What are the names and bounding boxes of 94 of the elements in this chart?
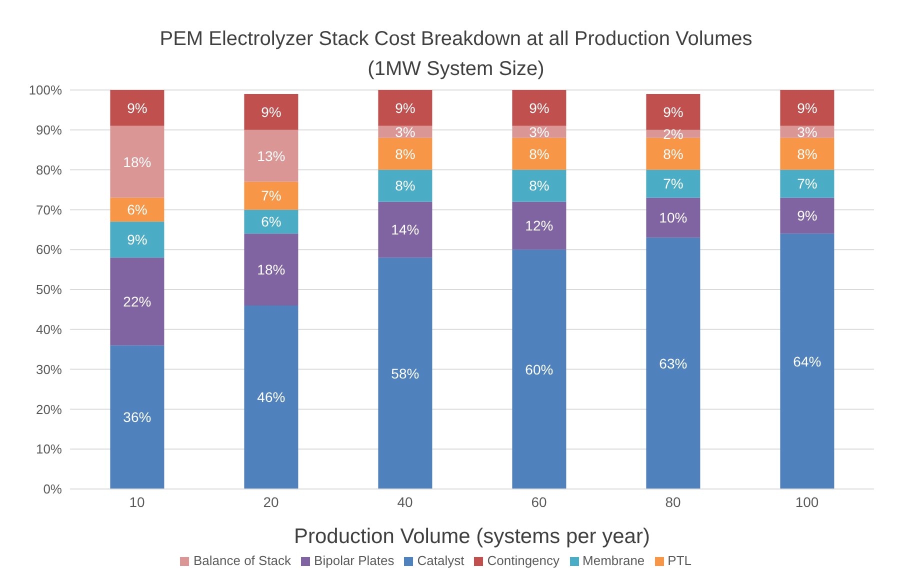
data-label: 9% (127, 100, 148, 116)
bar (512, 250, 566, 489)
data-label: 9% (529, 100, 550, 116)
bar (110, 90, 164, 126)
bar (244, 234, 298, 306)
y-tick-label: 50% (36, 282, 62, 298)
data-label: 7% (261, 188, 282, 204)
data-label: 8% (529, 178, 550, 194)
x-tick-label: 40 (397, 494, 413, 510)
bar (110, 258, 164, 346)
data-label: 9% (261, 104, 282, 120)
chart-title: PEM Electrolyzer Stack Cost Breakdown at all Production Volumes (158, 27, 754, 52)
data-label: 60% (525, 361, 554, 378)
data-label: 3% (395, 124, 416, 140)
legend-label: Catalyst (417, 553, 464, 568)
data-label: 12% (525, 218, 554, 234)
y-tick-label: 40% (36, 322, 62, 338)
bar (646, 94, 700, 130)
data-label: 14% (391, 222, 420, 238)
bar (244, 130, 298, 182)
y-tick-label: 30% (36, 362, 62, 377)
data-label: 8% (395, 178, 416, 194)
y-tick-label: 80% (36, 162, 62, 178)
x-tick-label: 60 (531, 494, 547, 510)
data-label: 9% (127, 232, 148, 248)
data-label: 8% (663, 146, 684, 162)
data-label: 36% (123, 409, 152, 426)
bar (780, 138, 834, 170)
legend-label: Bipolar Plates (314, 553, 394, 568)
legend-label: PTL (668, 553, 692, 568)
data-label: 6% (261, 214, 282, 230)
data-label: 8% (529, 146, 550, 162)
bar (780, 234, 834, 489)
bar (244, 305, 298, 489)
data-label: 7% (797, 176, 818, 192)
y-tick-label: 10% (36, 442, 62, 457)
bar (244, 210, 298, 234)
bar (512, 90, 566, 126)
x-tick-label: 80 (665, 494, 681, 510)
x-tick-label: 100 (795, 494, 819, 510)
bar (646, 170, 700, 198)
bar (110, 126, 164, 198)
bar (780, 90, 834, 126)
bar (110, 222, 164, 258)
bar (244, 182, 298, 210)
bar (512, 138, 566, 170)
bar (646, 238, 700, 489)
bar (378, 90, 432, 126)
legend-label: Membrane (582, 553, 645, 568)
y-tick-label: 100% (28, 82, 62, 98)
y-tick-label: 20% (36, 402, 62, 417)
data-label: 9% (797, 208, 818, 224)
bar (512, 170, 566, 202)
legend-label: Balance of Stack (193, 553, 292, 568)
data-label: 58% (391, 365, 420, 382)
data-label: 10% (659, 210, 688, 226)
data-label: 2% (663, 126, 684, 142)
bar (244, 94, 298, 130)
data-label: 6% (127, 202, 148, 218)
data-label: 63% (659, 355, 688, 372)
data-label: 18% (123, 154, 152, 170)
y-tick-label: 70% (36, 202, 62, 218)
data-label: 3% (797, 124, 818, 140)
data-label: 9% (663, 104, 684, 120)
data-label: 8% (797, 146, 818, 162)
bar (378, 258, 432, 489)
chart-subtitle: (1MW System Size) (366, 57, 546, 82)
y-tick-label: 90% (36, 122, 62, 138)
legend-label: Contingency (487, 553, 560, 568)
bar (110, 198, 164, 222)
bar (378, 138, 432, 170)
bar (780, 170, 834, 198)
y-tick-label: 60% (36, 242, 62, 258)
data-label: 13% (257, 148, 286, 164)
y-tick-label: 0% (43, 482, 62, 497)
x-tick-label: 20 (263, 494, 279, 510)
data-label: 7% (663, 176, 684, 192)
bar (378, 170, 432, 202)
data-label: 46% (257, 389, 286, 406)
data-label: 22% (123, 293, 152, 310)
x-tick-label: 10 (129, 494, 145, 510)
data-label: 9% (395, 100, 416, 116)
bar (646, 198, 700, 238)
bar (110, 345, 164, 489)
bar (646, 138, 700, 170)
data-label: 64% (793, 353, 822, 370)
bar (378, 202, 432, 258)
data-label: 8% (395, 146, 416, 162)
x-axis-title: Production Volume (systems per year) (294, 525, 650, 548)
bar (512, 202, 566, 250)
bar (780, 198, 834, 234)
data-label: 18% (257, 262, 286, 278)
data-label: 3% (529, 124, 550, 140)
data-label: 9% (797, 100, 818, 116)
